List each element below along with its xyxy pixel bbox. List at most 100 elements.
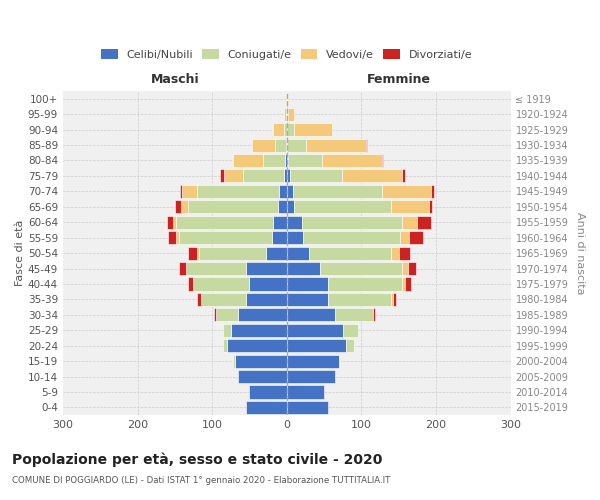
Bar bbox=[223, 324, 231, 337]
Bar bbox=[186, 262, 246, 275]
Bar bbox=[250, 386, 287, 398]
Bar bbox=[266, 246, 287, 260]
Bar bbox=[342, 170, 401, 182]
Bar bbox=[428, 200, 432, 213]
Bar bbox=[176, 231, 179, 244]
Bar bbox=[287, 354, 339, 368]
Bar bbox=[404, 278, 410, 290]
Bar bbox=[322, 154, 382, 167]
Bar bbox=[175, 200, 181, 213]
Bar bbox=[401, 170, 406, 182]
Bar bbox=[382, 154, 383, 167]
Bar bbox=[320, 262, 403, 275]
Bar bbox=[272, 231, 287, 244]
Bar bbox=[287, 154, 288, 167]
Bar bbox=[220, 170, 224, 182]
Bar bbox=[287, 216, 302, 229]
Bar bbox=[238, 308, 287, 322]
Bar bbox=[409, 231, 422, 244]
Bar bbox=[199, 246, 266, 260]
Bar bbox=[287, 246, 309, 260]
Bar bbox=[294, 123, 332, 136]
Bar bbox=[287, 293, 328, 306]
Bar bbox=[287, 138, 306, 151]
Bar bbox=[418, 216, 431, 229]
Bar bbox=[339, 354, 340, 368]
Bar bbox=[403, 262, 409, 275]
Bar bbox=[168, 231, 176, 244]
Bar bbox=[309, 246, 391, 260]
Bar bbox=[393, 293, 397, 306]
Bar bbox=[246, 401, 287, 414]
Bar bbox=[391, 200, 428, 213]
Bar bbox=[223, 339, 227, 352]
Bar bbox=[294, 200, 391, 213]
Bar bbox=[173, 216, 176, 229]
Bar bbox=[167, 216, 173, 229]
Bar bbox=[287, 308, 335, 322]
Bar bbox=[286, 138, 287, 151]
Bar bbox=[287, 386, 324, 398]
Bar bbox=[284, 123, 287, 136]
Bar bbox=[279, 185, 287, 198]
Bar bbox=[224, 170, 243, 182]
Bar bbox=[328, 293, 391, 306]
Bar bbox=[346, 339, 354, 352]
Bar bbox=[288, 154, 322, 167]
Bar bbox=[238, 370, 287, 383]
Bar bbox=[179, 262, 186, 275]
Bar bbox=[382, 185, 431, 198]
Bar bbox=[286, 108, 287, 121]
Bar bbox=[263, 154, 285, 167]
Bar bbox=[231, 324, 287, 337]
Bar bbox=[180, 185, 182, 198]
Bar bbox=[197, 185, 279, 198]
Bar bbox=[181, 200, 188, 213]
Bar bbox=[287, 401, 328, 414]
Bar bbox=[366, 138, 367, 151]
Bar bbox=[303, 231, 400, 244]
Bar bbox=[193, 278, 250, 290]
Bar bbox=[293, 185, 382, 198]
Bar bbox=[197, 293, 201, 306]
Bar bbox=[176, 216, 274, 229]
Bar bbox=[246, 262, 287, 275]
Bar bbox=[431, 185, 434, 198]
Bar bbox=[197, 246, 199, 260]
Bar bbox=[287, 339, 346, 352]
Bar bbox=[400, 231, 409, 244]
Bar bbox=[253, 138, 275, 151]
Bar bbox=[246, 293, 287, 306]
Bar bbox=[403, 278, 404, 290]
Y-axis label: Anni di nascita: Anni di nascita bbox=[575, 212, 585, 294]
Bar bbox=[201, 293, 246, 306]
Bar bbox=[214, 308, 216, 322]
Bar bbox=[188, 200, 278, 213]
Text: Popolazione per età, sesso e stato civile - 2020: Popolazione per età, sesso e stato civil… bbox=[12, 452, 382, 467]
Bar bbox=[287, 370, 335, 383]
Bar bbox=[391, 293, 393, 306]
Bar bbox=[227, 339, 287, 352]
Bar bbox=[285, 154, 287, 167]
Bar bbox=[343, 324, 358, 337]
Bar bbox=[188, 246, 197, 260]
Bar bbox=[290, 170, 342, 182]
Bar bbox=[302, 216, 403, 229]
Text: Femmine: Femmine bbox=[367, 74, 431, 86]
Bar bbox=[287, 278, 328, 290]
Bar bbox=[182, 185, 197, 198]
Bar bbox=[287, 262, 320, 275]
Bar bbox=[287, 92, 288, 106]
Bar bbox=[287, 231, 303, 244]
Legend: Celibi/Nubili, Coniugati/e, Vedovi/e, Divorziati/e: Celibi/Nubili, Coniugati/e, Vedovi/e, Di… bbox=[97, 44, 476, 64]
Bar bbox=[288, 108, 294, 121]
Bar bbox=[275, 138, 286, 151]
Bar bbox=[274, 216, 287, 229]
Bar bbox=[284, 108, 286, 121]
Bar bbox=[179, 231, 272, 244]
Text: COMUNE DI POGGIARDO (LE) - Dati ISTAT 1° gennaio 2020 - Elaborazione TUTTITALIA.: COMUNE DI POGGIARDO (LE) - Dati ISTAT 1°… bbox=[12, 476, 391, 485]
Bar bbox=[250, 278, 287, 290]
Bar bbox=[287, 185, 293, 198]
Bar bbox=[243, 170, 284, 182]
Bar bbox=[391, 246, 398, 260]
